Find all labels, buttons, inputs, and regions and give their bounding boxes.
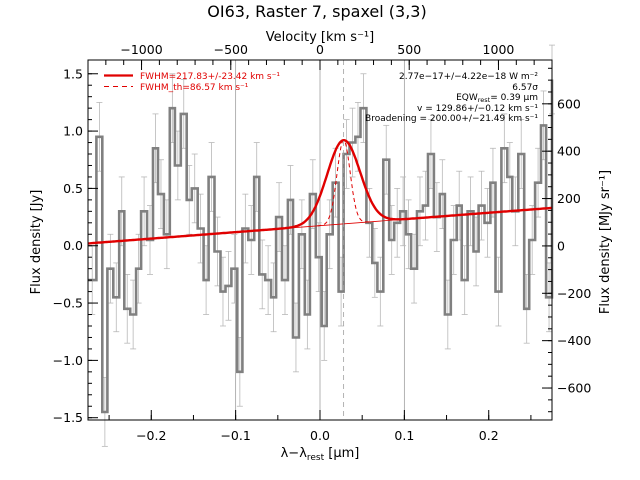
y-tick-label: 1.0	[63, 124, 83, 139]
y-right-tick-label: 600	[557, 96, 581, 111]
top-tick-label: 0	[316, 42, 324, 57]
y-right-axis-label: Flux density [MJy sr⁻¹]	[598, 170, 613, 314]
x-tick-label: −0.2	[136, 428, 166, 443]
y-right-tick-label: 0	[557, 238, 565, 253]
y-axis-label: Flux density [Jy]	[29, 190, 44, 295]
top-tick-label: −1000	[120, 42, 162, 57]
y-right-tick-label: −400	[557, 333, 591, 348]
y-tick-label: 0.0	[63, 238, 83, 253]
y-right-tick-label: 200	[557, 191, 581, 206]
y-tick-label: 0.5	[63, 181, 83, 196]
top-tick-label: 1000	[483, 42, 515, 57]
x-tick-label: 0.1	[394, 428, 414, 443]
y-tick-label: −1.0	[53, 353, 83, 368]
fit-annotations: 2.77e−17+/−4.22e−18 W m⁻² 6.57σ EQWrest=…	[365, 72, 538, 124]
top-tick-label: 500	[397, 42, 421, 57]
chart-title: OI63, Raster 7, spaxel (3,3)	[207, 2, 426, 21]
annotation-broadening: Broadening = 200.00+/−21.49 km s⁻¹	[365, 114, 538, 124]
legend-inst-label: FWHM_th=86.57 km s⁻¹	[140, 83, 249, 93]
y-tick-label: −0.5	[53, 296, 83, 311]
x-tick-label: 0.2	[479, 428, 499, 443]
y-tick-label: 1.5	[63, 66, 83, 81]
axis-ticks: −0.2 −0.1 0.0 0.1 0.2 −1.5 −1.0 −0.5 0.0 0.5 1.0 1.…	[53, 42, 592, 443]
annotation-velocity: v = 129.86+/−0.12 km s⁻¹	[417, 104, 538, 114]
y-right-tick-label: 400	[557, 144, 581, 159]
y-right-tick-label: −600	[557, 381, 591, 396]
x-tick-label: −0.1	[220, 428, 250, 443]
legend-fit-label: FWHM=217.83+/-23.42 km s⁻¹	[140, 72, 280, 82]
gaussian-fit-line	[88, 139, 553, 245]
x-tick-label: 0.0	[310, 428, 330, 443]
y-right-tick-label: −200	[557, 286, 591, 301]
spectrum-line	[88, 79, 554, 414]
annotation-significance: 6.57σ	[512, 83, 538, 93]
annotation-eqw: EQWrest= 0.39 μm	[456, 93, 538, 104]
reference-lines	[235, 60, 405, 420]
legend: FWHM=217.83+/-23.42 km s⁻¹ FWHM_th=86.57…	[104, 72, 280, 93]
top-axis-label: Velocity [km s⁻¹]	[266, 30, 374, 45]
y-tick-label: −1.5	[53, 410, 83, 425]
x-axis-label: λ−λrest [μm]	[281, 446, 360, 463]
top-tick-label: −500	[214, 42, 248, 57]
annotation-line-flux: 2.77e−17+/−4.22e−18 W m⁻²	[399, 72, 538, 82]
